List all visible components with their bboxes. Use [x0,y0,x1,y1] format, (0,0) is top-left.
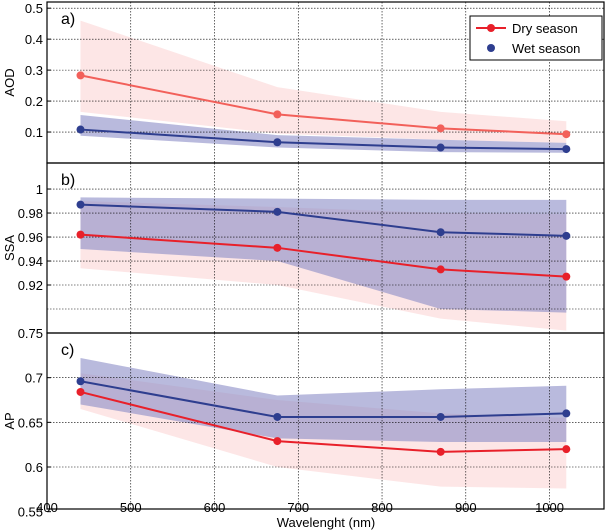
y-tick-label: 0.3 [25,63,43,78]
data-point [76,200,85,209]
x-tick-label: 600 [204,500,226,515]
y-tick-label: 0.1 [25,125,43,140]
data-point [76,230,85,239]
data-point [436,124,445,133]
y-tick-label: 0.94 [18,254,43,269]
band-dry-season [80,20,567,143]
legend-wet-label: Wet season [512,41,580,56]
band-wet-season [80,358,567,442]
data-point [436,228,445,237]
panel-label: c) [61,342,74,359]
y-tick-label: 0.6 [25,460,43,475]
data-point [273,207,282,216]
y-tick-label: 0.55 [18,505,43,520]
y-tick-label: 0.75 [18,326,43,341]
data-point [562,145,571,154]
panel-ap: 0.55 0.6 0.65 0.7 0.75 c) AP [2,326,605,520]
series-line-wet-season [80,128,567,151]
data-point [273,243,282,252]
x-tick-label: 900 [455,500,477,515]
series-line-wet-season [80,203,567,237]
legend: Dry season Wet season [469,15,603,61]
data-point [76,71,85,80]
series-line-dry-season [80,233,567,278]
data-point [562,445,571,454]
data-point [273,110,282,119]
y-axis-label: AOD [2,68,17,96]
y-tick-label: 0.5 [25,1,43,16]
data-point [436,447,445,456]
band-wet-season [80,115,567,153]
data-point [562,272,571,281]
data-point [562,231,571,240]
legend-dry-marker [487,24,495,32]
y-tick-label: 0.4 [25,32,43,47]
series-line-dry-season [80,74,567,136]
panel-label: b) [61,172,75,189]
y-tick-label: 0.7 [25,371,43,386]
x-axis-label: Wavelenght (nm) [277,515,376,530]
y-axis-label: SSA [2,235,17,261]
x-tick-label: 400 [36,500,58,515]
y-tick-label: 1 [36,182,43,197]
legend-dry-label: Dry season [512,21,578,36]
x-tick-label: 700 [287,500,309,515]
y-tick-label: 0.65 [18,415,43,430]
data-point [273,138,282,147]
data-point [273,412,282,421]
panel-ssa: 0.92 0.94 0.96 0.98 1 b) SSA [2,162,605,334]
y-tick-label: 0.92 [18,278,43,293]
data-point [562,409,571,418]
data-point [562,130,571,139]
y-axis-label: AP [2,412,17,429]
x-tick-label: 500 [120,500,142,515]
x-tick-label: 800 [371,500,393,515]
data-point [76,125,85,134]
band-wet-season [80,197,567,313]
plot-frame [46,332,605,510]
data-point [273,437,282,446]
y-tick-label: 0.98 [18,206,43,221]
legend-wet-marker [487,44,495,52]
data-point [76,387,85,396]
data-point [436,265,445,274]
series-line-wet-season [80,380,567,418]
y-tick-label: 0.96 [18,230,43,245]
data-point [436,412,445,421]
data-point [76,377,85,386]
y-tick-label: 0.2 [25,94,43,109]
series-line-dry-season [80,390,567,453]
panel-label: a) [61,11,75,28]
x-tick-label: 1000 [535,500,564,515]
data-point [436,143,445,152]
